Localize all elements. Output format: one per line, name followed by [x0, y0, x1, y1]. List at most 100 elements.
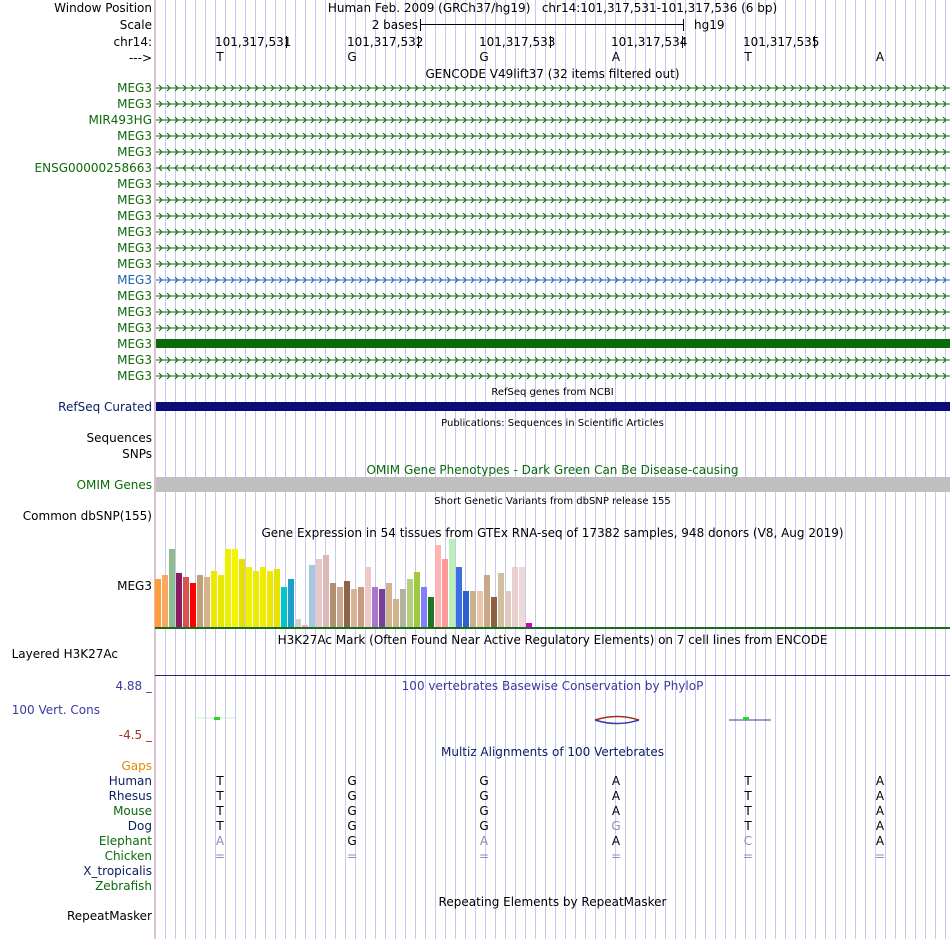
dbsnp-track-title[interactable]: Short Genetic Variants from dbSNP releas…: [434, 496, 671, 507]
gencode-item-label[interactable]: MEG3: [117, 97, 152, 111]
gtex-tissue-bar[interactable]: [232, 549, 238, 627]
gencode-item-label[interactable]: MEG3: [117, 289, 152, 303]
aligned-base[interactable]: A: [611, 834, 621, 848]
transcript-line[interactable]: [155, 192, 950, 208]
gtex-tissue-bar[interactable]: [274, 569, 280, 627]
gencode-item-label[interactable]: MEG3: [117, 257, 152, 271]
gtex-tissue-bar[interactable]: [344, 581, 350, 627]
omim-track-title[interactable]: OMIM Gene Phenotypes - Dark Green Can Be…: [366, 463, 739, 477]
gtex-tissue-bar[interactable]: [337, 587, 343, 627]
gencode-transcript[interactable]: [155, 144, 950, 160]
aligned-base[interactable]: A: [875, 804, 885, 818]
aligned-base[interactable]: A: [611, 774, 621, 788]
aligned-base[interactable]: T: [744, 789, 752, 803]
transcript-line[interactable]: [155, 240, 950, 256]
multiz-track-title[interactable]: Multiz Alignments of 100 Vertebrates: [440, 745, 665, 759]
gaps-label[interactable]: Gaps: [121, 759, 152, 773]
gtex-tissue-bar[interactable]: [218, 575, 224, 627]
gtex-tissue-bar[interactable]: [225, 549, 231, 627]
gencode-transcript[interactable]: [155, 160, 950, 176]
gencode-item-label[interactable]: MEG3: [117, 145, 152, 159]
gtex-tissue-bar[interactable]: [211, 571, 217, 627]
gtex-track-title[interactable]: Gene Expression in 54 tissues from GTEx …: [261, 526, 844, 540]
transcript-line[interactable]: [155, 144, 950, 160]
gtex-tissue-bar[interactable]: [358, 587, 364, 627]
aligned-base[interactable]: A: [479, 834, 489, 848]
gtex-tissue-bar[interactable]: [190, 583, 196, 627]
aligned-base[interactable]: A: [875, 819, 885, 833]
refseq-track-title[interactable]: RefSeq genes from NCBI: [491, 387, 614, 398]
aligned-base[interactable]: =: [214, 849, 226, 863]
gencode-item-label[interactable]: MEG3: [117, 273, 152, 287]
snps-label[interactable]: SNPs: [122, 447, 152, 461]
omim-gene-bar[interactable]: [156, 477, 950, 492]
gencode-transcript[interactable]: [155, 224, 950, 240]
gtex-tissue-bar[interactable]: [281, 587, 287, 627]
gtex-tissue-bar[interactable]: [484, 575, 490, 627]
gencode-item-label[interactable]: MEG3: [117, 337, 152, 351]
gtex-tissue-bar[interactable]: [176, 573, 182, 627]
gtex-tissue-bar[interactable]: [372, 587, 378, 627]
aligned-base[interactable]: G: [479, 774, 489, 788]
transcript-line[interactable]: [155, 112, 950, 128]
dbsnp-label[interactable]: Common dbSNP(155): [22, 509, 152, 523]
transcript-line[interactable]: [155, 128, 950, 144]
aligned-base[interactable]: T: [216, 819, 224, 833]
gtex-tissue-bar[interactable]: [505, 591, 511, 627]
aligned-base[interactable]: G: [479, 789, 489, 803]
transcript-line[interactable]: [155, 320, 950, 336]
aligned-base[interactable]: A: [215, 834, 225, 848]
gtex-tissue-bar[interactable]: [386, 583, 392, 627]
aligned-base[interactable]: A: [875, 834, 885, 848]
species-label[interactable]: Rhesus: [108, 789, 152, 803]
gtex-tissue-bar[interactable]: [428, 597, 434, 627]
gencode-transcript[interactable]: [155, 304, 950, 320]
gencode-item-label[interactable]: MEG3: [117, 241, 152, 255]
gencode-transcript[interactable]: [155, 176, 950, 192]
gencode-transcript[interactable]: [155, 128, 950, 144]
gencode-item-label[interactable]: ENSG00000258663: [34, 161, 152, 175]
gtex-tissue-bar[interactable]: [442, 559, 448, 627]
aligned-base[interactable]: A: [875, 789, 885, 803]
gencode-transcript[interactable]: [155, 112, 950, 128]
transcript-exon[interactable]: [156, 339, 950, 348]
transcript-line[interactable]: [155, 160, 950, 176]
transcript-line[interactable]: [155, 304, 950, 320]
gtex-tissue-bar[interactable]: [519, 567, 525, 627]
species-label[interactable]: Human: [108, 774, 152, 788]
gtex-tissue-bar[interactable]: [393, 599, 399, 627]
aligned-base[interactable]: G: [347, 834, 357, 848]
gtex-tissue-bar[interactable]: [246, 567, 252, 627]
gencode-transcript[interactable]: [155, 208, 950, 224]
sequences-label[interactable]: Sequences: [86, 431, 152, 445]
gtex-tissue-bar[interactable]: [526, 623, 532, 627]
aligned-base[interactable]: T: [744, 774, 752, 788]
gencode-transcript[interactable]: [155, 272, 950, 288]
gtex-tissue-bar[interactable]: [239, 559, 245, 627]
species-label[interactable]: Mouse: [113, 804, 152, 818]
gencode-item-label[interactable]: MEG3: [117, 193, 152, 207]
aligned-base[interactable]: G: [347, 774, 357, 788]
gencode-transcript[interactable]: [155, 192, 950, 208]
gencode-transcript[interactable]: [155, 288, 950, 304]
gtex-tissue-bar[interactable]: [498, 573, 504, 627]
gtex-tissue-bar[interactable]: [267, 571, 273, 627]
h3k27ac-track-title[interactable]: H3K27Ac Mark (Often Found Near Active Re…: [277, 633, 828, 647]
aligned-base[interactable]: G: [479, 819, 489, 833]
gencode-item-label[interactable]: MEG3: [117, 353, 152, 367]
gtex-tissue-bar[interactable]: [421, 587, 427, 627]
gtex-tissue-bar[interactable]: [330, 583, 336, 627]
aligned-base[interactable]: G: [479, 804, 489, 818]
omim-label[interactable]: OMIM Genes: [76, 478, 152, 492]
gencode-item-label[interactable]: MEG3: [117, 129, 152, 143]
gtex-tissue-bar[interactable]: [449, 539, 455, 627]
transcript-line[interactable]: [155, 368, 950, 384]
conservation-label[interactable]: 100 Vert. Cons: [11, 703, 100, 717]
gtex-tissue-bar[interactable]: [435, 545, 441, 627]
aligned-base[interactable]: T: [744, 819, 752, 833]
gtex-tissue-bar[interactable]: [288, 579, 294, 627]
species-label[interactable]: Dog: [127, 819, 152, 833]
gencode-transcript[interactable]: [155, 336, 950, 352]
repeatmasker-track-title[interactable]: Repeating Elements by RepeatMasker: [438, 895, 667, 909]
